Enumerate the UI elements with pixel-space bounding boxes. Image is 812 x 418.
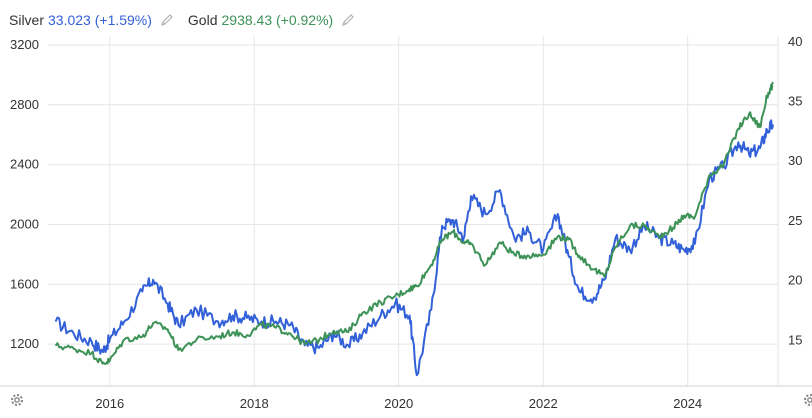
y-left-tick-label: 1200 xyxy=(10,336,39,351)
legend-silver-value: 33.023 (+1.59%) xyxy=(48,12,152,28)
y-right-tick-label: 30 xyxy=(788,153,802,168)
x-tick-label: 2020 xyxy=(384,396,413,411)
y-right-tick-label: 35 xyxy=(788,94,802,109)
y-left-tick-label: 3200 xyxy=(10,37,39,52)
legend: Silver 33.023 (+1.59%) Gold 2938.43 (+0.… xyxy=(9,10,369,30)
legend-item-silver[interactable]: Silver 33.023 (+1.59%) xyxy=(9,12,174,28)
pencil-icon[interactable] xyxy=(160,13,174,27)
y-right-tick-label: 40 xyxy=(788,34,802,49)
y-right-tick-label: 15 xyxy=(788,332,802,347)
legend-gold-name: Gold xyxy=(187,12,218,28)
series-line-gold xyxy=(54,81,774,365)
x-tick-label: 2016 xyxy=(95,396,124,411)
x-tick-label: 2022 xyxy=(529,396,558,411)
legend-item-gold[interactable]: Gold 2938.43 (+0.92%) xyxy=(188,12,355,28)
y-left-tick-label: 2800 xyxy=(10,97,39,112)
y-right-tick-label: 25 xyxy=(788,213,802,228)
legend-gold-value: 2938.43 (+0.92%) xyxy=(221,12,334,28)
x-tick-label: 2018 xyxy=(240,396,269,411)
x-tick-label: 2024 xyxy=(673,396,702,411)
y-left-tick-label: 1600 xyxy=(10,276,39,291)
pencil-icon[interactable] xyxy=(341,13,355,27)
y-left-tick-label: 2000 xyxy=(10,216,39,231)
y-right-tick-label: 20 xyxy=(788,273,802,288)
gear-icon[interactable] xyxy=(9,392,25,408)
gear-icon[interactable] xyxy=(802,392,812,408)
y-left-tick-label: 2400 xyxy=(10,157,39,172)
series-line-silver xyxy=(54,119,774,377)
legend-silver-name: Silver xyxy=(9,12,45,28)
